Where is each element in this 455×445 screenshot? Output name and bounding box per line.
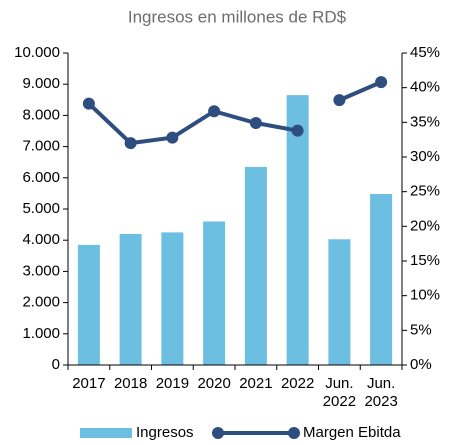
y2-tick-label: 30% (410, 148, 440, 165)
y-tick-label: 10.000 (14, 44, 60, 61)
bar (244, 166, 267, 365)
y-tick-label: 6.000 (22, 169, 60, 186)
y2-tick-label: 10% (410, 287, 440, 304)
y2-tick-label: 25% (410, 183, 440, 200)
x-tick-label: Jun. 2022 (322, 375, 357, 410)
marker (124, 137, 137, 150)
marker (291, 124, 304, 137)
y2-tick-label: 0% (410, 356, 432, 373)
x-tick-label: 2019 (155, 375, 190, 392)
legend-label: Margen Ebitda (303, 424, 401, 441)
x-tick-label: 2020 (197, 375, 231, 392)
y-tick-label: 0 (52, 356, 60, 373)
line (338, 80, 382, 102)
legend-marker (288, 427, 300, 439)
marker (208, 105, 221, 118)
y2-tick-label: 40% (410, 79, 440, 96)
x-tick-label: 2021 (239, 375, 273, 392)
y-tick-label: 3.000 (22, 262, 60, 279)
bar (203, 221, 226, 365)
y-tick-label: 7.000 (22, 138, 60, 155)
legend-label: Ingresos (136, 424, 194, 441)
y-tick-label: 1.000 (22, 325, 60, 342)
x-tick-label: Jun. 2023 (364, 375, 398, 410)
bar (119, 233, 142, 365)
y-tick-label: 4.000 (22, 231, 60, 248)
y2-tick-label: 35% (410, 113, 440, 130)
line (87, 102, 298, 146)
legend-marker (212, 427, 224, 439)
marker (82, 97, 95, 110)
bar (370, 194, 393, 365)
y-tick-label: 5.000 (22, 200, 60, 217)
y2-tick-label: 45% (410, 44, 440, 61)
bar (328, 239, 351, 365)
bar (161, 232, 184, 365)
x-tick-label: 2017 (72, 375, 106, 392)
y-tick-label: 8.000 (22, 106, 60, 123)
marker (249, 117, 262, 130)
y2-tick-label: 15% (410, 252, 440, 269)
x-tick-label: 2022 (280, 375, 315, 392)
legend-swatch (80, 428, 132, 438)
y2-tick-label: 20% (410, 217, 440, 234)
marker (333, 94, 346, 107)
y-tick-label: 2.000 (22, 294, 60, 311)
marker (375, 76, 388, 89)
marker (166, 131, 179, 144)
bar (286, 95, 309, 366)
y2-tick-label: 5% (410, 321, 432, 338)
bar (77, 244, 100, 365)
chart-title: Ingresos en millones de RD$ (128, 7, 347, 26)
y-tick-label: 9.000 (22, 75, 60, 92)
x-tick-label: 2018 (113, 375, 148, 392)
